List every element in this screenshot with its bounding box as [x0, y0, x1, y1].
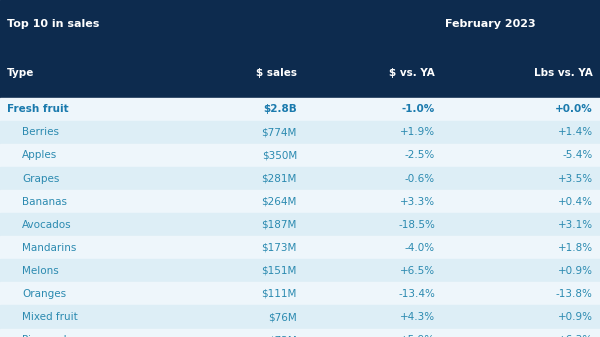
Text: Lbs vs. YA: Lbs vs. YA	[534, 68, 593, 78]
Text: Bananas: Bananas	[22, 196, 67, 207]
Text: $774M: $774M	[262, 127, 297, 137]
Text: Top 10 in sales: Top 10 in sales	[7, 20, 100, 29]
Bar	[0, 0, 600, 49]
Text: +3.1%: +3.1%	[557, 220, 593, 230]
Text: Apples: Apples	[22, 150, 58, 160]
Text: $173M: $173M	[262, 243, 297, 253]
Text: -5.4%: -5.4%	[563, 150, 593, 160]
Text: +1.8%: +1.8%	[557, 243, 593, 253]
Text: $ sales: $ sales	[256, 68, 297, 78]
Text: -4.0%: -4.0%	[405, 243, 435, 253]
Text: -18.5%: -18.5%	[398, 220, 435, 230]
Text: Berries: Berries	[22, 127, 59, 137]
Bar	[0, 282, 600, 306]
Text: $151M: $151M	[262, 266, 297, 276]
Text: +1.4%: +1.4%	[557, 127, 593, 137]
Text: +0.4%: +0.4%	[558, 196, 593, 207]
Text: $76M: $76M	[268, 312, 297, 322]
Text: -0.6%: -0.6%	[405, 174, 435, 184]
Text: +5.9%: +5.9%	[400, 335, 435, 337]
Text: -2.5%: -2.5%	[405, 150, 435, 160]
Text: +0.9%: +0.9%	[558, 266, 593, 276]
Text: -13.8%: -13.8%	[556, 289, 593, 299]
Bar	[0, 306, 600, 329]
Bar	[0, 167, 600, 190]
Bar	[0, 329, 600, 337]
Text: $350M: $350M	[262, 150, 297, 160]
Text: $187M: $187M	[262, 220, 297, 230]
Text: $2.8B: $2.8B	[263, 104, 297, 114]
Bar	[0, 144, 600, 167]
Text: +1.9%: +1.9%	[400, 127, 435, 137]
Text: Mixed fruit: Mixed fruit	[22, 312, 78, 322]
Text: $281M: $281M	[262, 174, 297, 184]
Text: $ vs. YA: $ vs. YA	[389, 68, 435, 78]
Text: +0.0%: +0.0%	[555, 104, 593, 114]
Bar	[0, 49, 600, 98]
Text: $264M: $264M	[262, 196, 297, 207]
Bar	[0, 236, 600, 259]
Text: Pineapples: Pineapples	[22, 335, 79, 337]
Text: $111M: $111M	[262, 289, 297, 299]
Text: Type: Type	[7, 68, 35, 78]
Text: +6.5%: +6.5%	[400, 266, 435, 276]
Bar	[0, 259, 600, 282]
Text: Grapes: Grapes	[22, 174, 59, 184]
Text: Avocados: Avocados	[22, 220, 72, 230]
Text: February 2023: February 2023	[445, 20, 535, 29]
Text: +4.3%: +4.3%	[400, 312, 435, 322]
Bar	[0, 213, 600, 236]
Bar	[0, 121, 600, 144]
Text: Melons: Melons	[22, 266, 59, 276]
Text: Oranges: Oranges	[22, 289, 67, 299]
Text: +0.9%: +0.9%	[558, 312, 593, 322]
Bar	[0, 98, 600, 121]
Text: Fresh fruit: Fresh fruit	[7, 104, 69, 114]
Bar	[0, 190, 600, 213]
Text: +3.3%: +3.3%	[400, 196, 435, 207]
Text: +6.3%: +6.3%	[557, 335, 593, 337]
Text: -13.4%: -13.4%	[398, 289, 435, 299]
Text: +3.5%: +3.5%	[557, 174, 593, 184]
Text: Mandarins: Mandarins	[22, 243, 77, 253]
Text: $72M: $72M	[268, 335, 297, 337]
Text: -1.0%: -1.0%	[402, 104, 435, 114]
